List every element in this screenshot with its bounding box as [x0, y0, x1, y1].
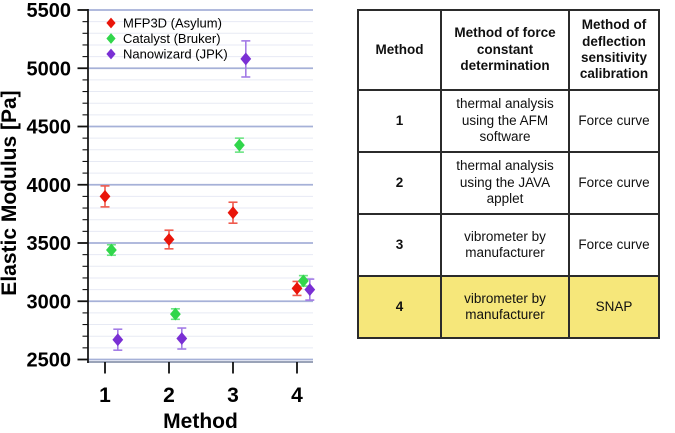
data-point-diamond	[240, 52, 252, 66]
method-cell: 3	[357, 213, 442, 277]
data-point-diamond	[298, 274, 309, 288]
force-constant-cell: vibrometer by manufacturer	[440, 213, 570, 277]
legend-marker	[106, 33, 116, 44]
y-axis-title: Elastic Modulus [Pa]	[0, 90, 21, 295]
legend-label: Catalyst (Bruker)	[123, 31, 221, 46]
table-header-row: Method Method of force constant determin…	[357, 9, 660, 91]
legend-label: MFP3D (Asylum)	[123, 16, 222, 31]
y-tick-label: 3500	[27, 233, 72, 255]
deflection-cell: Force curve	[568, 213, 660, 277]
y-tick-label: 3000	[27, 291, 72, 313]
force-constant-cell: thermal analysis using the AFM software	[440, 89, 570, 153]
x-tick-label: 4	[291, 384, 303, 407]
data-point-diamond	[99, 190, 111, 203]
x-tick-label: 1	[99, 384, 111, 407]
y-tick-label: 2500	[27, 350, 72, 372]
x-tick-label: 3	[227, 384, 239, 407]
data-point-diamond	[106, 243, 117, 257]
table-row: 3 vibrometer by manufacturer Force curve	[357, 213, 660, 277]
y-tick-label: 5500	[27, 0, 72, 22]
data-point-diamond	[291, 282, 303, 295]
y-tick-label: 5000	[27, 58, 72, 80]
data-point-diamond	[234, 138, 245, 152]
data-point-diamond	[170, 307, 181, 321]
deflection-cell: Force curve	[568, 151, 660, 215]
data-point-diamond	[304, 283, 316, 296]
header-deflection: Method of deflection sensitivity calibra…	[568, 9, 660, 91]
x-tick-label: 2	[163, 384, 175, 407]
header-method: Method	[357, 9, 442, 91]
table-row: 2 thermal analysis using the JAVA applet F…	[357, 151, 660, 215]
method-cell: 2	[357, 151, 442, 215]
x-axis-title: Method	[163, 410, 238, 433]
deflection-cell: SNAP	[568, 275, 660, 339]
method-cell: 1	[357, 89, 442, 153]
table-body: 1 thermal analysis using the AFM software…	[357, 89, 660, 339]
data-point-diamond	[227, 206, 239, 220]
header-force-constant: Method of force constant determination	[440, 9, 570, 91]
force-constant-cell: thermal analysis using the JAVA applet	[440, 151, 570, 215]
method-cell: 4	[357, 275, 442, 339]
y-tick-label: 4500	[27, 117, 72, 139]
elastic-modulus-scatter-plot: 2500 3000 3500 4000 4500 5000 5500 1 2 3 4 Method El…	[0, 0, 316, 433]
data-point-diamond	[112, 333, 124, 347]
data-point-diamond	[176, 332, 188, 345]
legend-marker	[106, 48, 116, 60]
legend-label: Nanowizard (JPK)	[123, 47, 228, 62]
legend-marker	[106, 17, 116, 29]
data-point-diamond	[163, 233, 175, 246]
table-header: Method Method of force constant determin…	[357, 9, 660, 91]
methods-table: Method Method of force constant determin…	[357, 9, 660, 339]
table-row: 1 thermal analysis using the AFM software…	[357, 89, 660, 153]
y-tick-label: 4000	[27, 175, 72, 197]
deflection-cell: Force curve	[568, 89, 660, 153]
force-constant-cell: vibrometer by manufacturer	[440, 275, 570, 339]
table-row: 4 vibrometer by manufacturer SNAP	[357, 275, 660, 339]
